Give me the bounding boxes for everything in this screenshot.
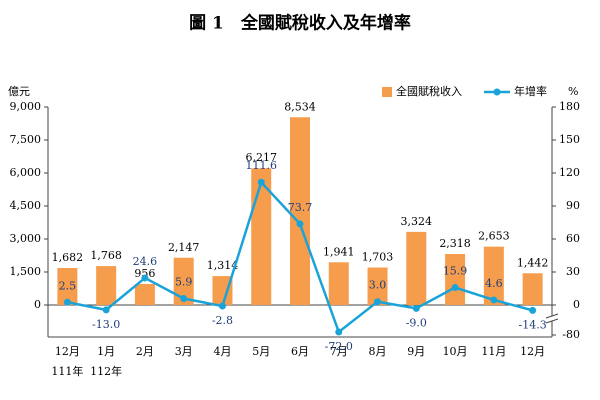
x-tick-label: 11月	[481, 345, 506, 358]
bar	[290, 117, 310, 305]
x-year-label: 111年	[51, 364, 83, 378]
y-tick-label: 1,500	[10, 265, 42, 278]
y-axis-label: 億元	[8, 85, 30, 98]
line-point	[490, 296, 498, 304]
x-tick-label: 5月	[252, 345, 270, 358]
bar-value-label: 1,682	[52, 251, 84, 264]
y2-tick-label: 60	[566, 232, 580, 245]
bar	[251, 168, 272, 305]
line-point	[257, 178, 265, 186]
y-tick-label: 4,500	[10, 199, 42, 212]
bar-value-label: 2,147	[168, 241, 200, 254]
line-point	[141, 274, 149, 282]
line-point	[102, 306, 110, 314]
y2-tick-label: 0	[573, 298, 580, 311]
bar-value-label: 1,768	[90, 249, 122, 262]
bar-value-label: 956	[134, 267, 155, 280]
y-tick-label: 0	[34, 298, 41, 311]
bar-value-label: 1,941	[323, 245, 355, 258]
legend-label: 年增率	[514, 84, 547, 98]
line-value-label: -9.0	[406, 316, 427, 329]
y2-tick-label: 150	[559, 133, 580, 146]
x-year-label: 112年	[90, 364, 122, 378]
x-tick-label: 4月	[213, 345, 231, 358]
x-tick-label: 12月	[520, 345, 545, 358]
line-value-label: -13.0	[92, 318, 120, 331]
bar-value-label: 2,318	[439, 237, 471, 250]
bar-value-label: 1,703	[362, 251, 394, 264]
x-tick-label: 8月	[369, 345, 387, 358]
x-tick-label: 3月	[175, 345, 193, 358]
axis-break	[545, 318, 559, 324]
y-tick-label: 6,000	[10, 166, 42, 179]
line-point	[335, 328, 343, 336]
y2-tick-label: 180	[559, 100, 580, 113]
bar-value-label: 2,653	[478, 230, 510, 243]
legend-swatch	[493, 88, 501, 96]
y2-axis-label: %	[568, 85, 578, 98]
line-point	[529, 306, 537, 314]
line-point	[296, 220, 304, 228]
bar-value-label: 3,324	[401, 215, 433, 228]
bar	[445, 254, 466, 305]
bar-value-label: 6,217	[245, 151, 277, 164]
y2-tick-label: 120	[559, 166, 580, 179]
bar-value-label: 1,442	[517, 256, 549, 269]
line-point	[180, 295, 188, 303]
y2-tick-label: -80	[562, 328, 580, 341]
line-value-label: -72.0	[325, 340, 353, 353]
line-point	[63, 298, 71, 306]
bar	[212, 276, 233, 305]
line-value-label: 5.9	[175, 276, 193, 289]
line-value-label: -2.8	[212, 314, 233, 327]
line-point	[451, 284, 459, 292]
x-tick-label: 7月	[330, 345, 348, 358]
y-tick-label: 3,000	[10, 232, 42, 245]
x-tick-label: 1月	[97, 345, 115, 358]
chart-title: 圖 1 全國賦稅收入及年增率	[189, 13, 411, 34]
bar	[96, 266, 117, 305]
line-point	[374, 298, 382, 306]
y-tick-label: 9,000	[10, 100, 42, 113]
axis-break	[546, 316, 558, 321]
y-tick-label: 7,500	[10, 133, 42, 146]
line-value-label: 73.7	[288, 201, 313, 214]
legend-swatch	[382, 87, 392, 97]
line-point	[412, 304, 420, 312]
line-value-label: 15.9	[443, 265, 468, 278]
line-value-label: 2.5	[59, 279, 77, 292]
y2-tick-label: 30	[566, 265, 580, 278]
bar-value-label: 1,314	[207, 259, 239, 272]
bar	[173, 257, 194, 305]
x-tick-label: 9月	[407, 345, 425, 358]
x-tick-label: 10月	[443, 345, 468, 358]
x-tick-label: 6月	[291, 345, 309, 358]
axis-break	[545, 313, 559, 319]
bar	[367, 267, 388, 305]
line-value-label: 4.6	[485, 277, 503, 290]
line-value-label: 24.6	[133, 255, 158, 268]
bar	[522, 273, 543, 305]
bar-value-label: 8,534	[284, 100, 316, 113]
bar	[483, 246, 504, 305]
line-point	[218, 302, 226, 310]
y2-tick-label: 90	[566, 199, 580, 212]
line-value-label: 111.6	[245, 159, 277, 172]
x-tick-label: 12月	[55, 345, 80, 358]
line-value-label: 3.0	[369, 279, 387, 292]
bar	[134, 283, 155, 305]
bar	[57, 267, 78, 305]
x-tick-label: 2月	[136, 345, 154, 358]
legend-label: 全國賦稅收入	[396, 84, 462, 98]
bar	[406, 231, 427, 305]
bar	[328, 262, 349, 305]
line-value-label: -14.3	[519, 318, 547, 331]
